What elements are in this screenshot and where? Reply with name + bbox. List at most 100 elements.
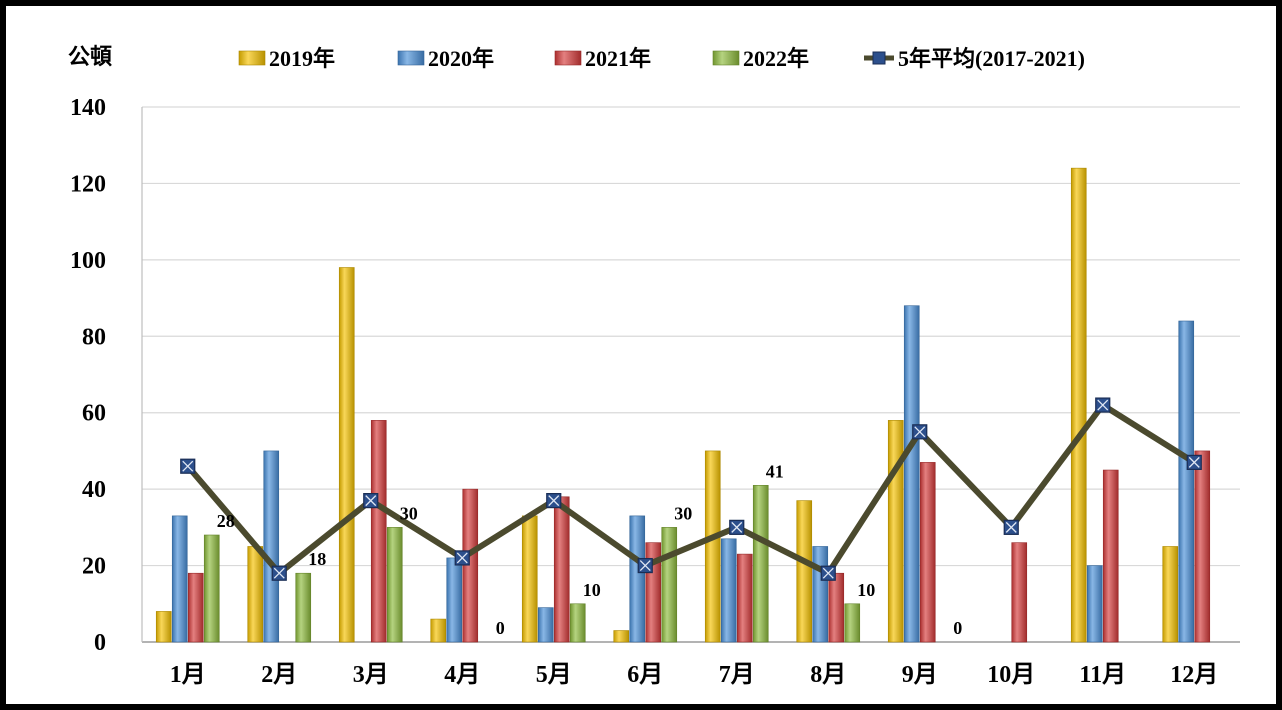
x-tick-label: 11月 — [1079, 662, 1126, 688]
bar — [1102, 469, 1119, 643]
grid — [141, 106, 1240, 643]
svg-text:2019年: 2019年 — [269, 46, 335, 71]
y-tick-label: 100 — [70, 248, 106, 274]
bar — [187, 572, 204, 643]
data-label: 18 — [308, 549, 326, 569]
line-marker — [1095, 397, 1111, 413]
bar — [338, 267, 355, 643]
x-tick-label: 2月 — [261, 662, 297, 688]
data-label: 30 — [674, 503, 692, 523]
svg-text:2020年: 2020年 — [428, 46, 494, 71]
legend-item: 2020年 — [397, 46, 494, 71]
bar — [1178, 320, 1195, 643]
line-marker — [729, 519, 745, 535]
bar — [629, 515, 646, 643]
x-tick-label: 5月 — [536, 662, 572, 688]
data-labels: 28 18 30 0 10 30 41 10 0 — [217, 461, 963, 638]
bar — [720, 538, 737, 643]
x-tick-label: 3月 — [353, 662, 389, 688]
bar — [1194, 450, 1211, 643]
data-label: 30 — [400, 503, 418, 523]
line-marker — [912, 424, 928, 440]
y-tick-label: 60 — [82, 401, 106, 427]
legend-item: 2021年 — [554, 46, 651, 71]
bar — [736, 553, 753, 643]
bar — [263, 450, 280, 643]
series-line — [185, 402, 1196, 577]
bar — [386, 527, 403, 643]
bar — [430, 618, 447, 643]
bar — [613, 630, 630, 643]
data-label: 0 — [496, 618, 505, 638]
unit-label: 公頓 — [68, 44, 112, 69]
y-tick-label: 40 — [82, 477, 106, 503]
line-marker — [271, 565, 287, 581]
bar — [887, 420, 904, 643]
svg-text:5年平均(2017-2021): 5年平均(2017-2021) — [898, 46, 1085, 71]
data-label: 28 — [217, 511, 235, 531]
x-axis-ticks: 1月 2月 3月 4月 5月 6月 7月 8月 9月 10月 11月 12月 — [170, 662, 1219, 688]
line-marker — [1186, 454, 1202, 470]
bar — [569, 603, 586, 643]
bar — [171, 515, 188, 643]
bar — [247, 546, 264, 643]
line-marker — [820, 565, 836, 581]
line-marker — [454, 550, 470, 566]
y-tick-label: 80 — [82, 324, 106, 350]
legend: 2019年 2020年 2021年 2022年 5年平均(2017-2021) — [238, 46, 1085, 71]
bar — [704, 450, 721, 643]
x-tick-label: 1月 — [170, 662, 206, 688]
bar — [446, 557, 463, 643]
bar — [1011, 542, 1028, 643]
y-tick-label: 120 — [70, 171, 106, 197]
x-tick-label: 7月 — [719, 662, 755, 688]
y-axis-ticks: 0 20 40 60 80 100 120 140 — [70, 95, 106, 656]
data-label: 0 — [953, 618, 962, 638]
bar — [155, 611, 172, 643]
x-tick-label: 4月 — [444, 662, 480, 688]
line-marker — [637, 557, 653, 574]
data-label: 10 — [583, 580, 601, 600]
bar — [796, 500, 813, 643]
line-marker — [363, 493, 379, 509]
legend-item: 2022年 — [712, 46, 809, 71]
legend-item: 2019年 — [238, 46, 335, 71]
bar — [752, 485, 769, 643]
bar — [1070, 167, 1087, 643]
x-tick-label: 6月 — [627, 662, 663, 688]
bar — [1162, 546, 1179, 643]
bar — [812, 546, 829, 643]
legend-item: 5年平均(2017-2021) — [864, 46, 1085, 71]
x-tick-label: 8月 — [810, 662, 846, 688]
bar — [521, 515, 538, 643]
line-marker — [180, 458, 196, 474]
x-tick-label: 12月 — [1170, 662, 1218, 688]
x-tick-label: 9月 — [902, 662, 938, 688]
bar — [828, 572, 845, 643]
bar — [903, 305, 920, 643]
average-line — [180, 397, 1202, 581]
bar — [462, 488, 479, 643]
bar — [919, 462, 936, 643]
bar — [661, 527, 678, 643]
y-tick-label: 140 — [70, 95, 106, 121]
bars — [155, 167, 1211, 643]
data-label: 41 — [766, 461, 784, 481]
bar — [295, 572, 312, 643]
bar — [537, 607, 554, 643]
svg-text:2022年: 2022年 — [743, 46, 809, 71]
data-label: 10 — [857, 580, 875, 600]
x-tick-label: 10月 — [987, 662, 1035, 688]
y-tick-label: 20 — [82, 554, 106, 580]
bar — [203, 534, 220, 643]
line-marker — [546, 493, 562, 509]
bar — [844, 603, 861, 643]
line-marker — [1003, 519, 1019, 535]
y-tick-label: 0 — [94, 630, 106, 656]
bar — [1086, 565, 1103, 643]
bar — [370, 420, 387, 643]
svg-text:2021年: 2021年 — [585, 46, 651, 71]
bar — [553, 496, 570, 643]
